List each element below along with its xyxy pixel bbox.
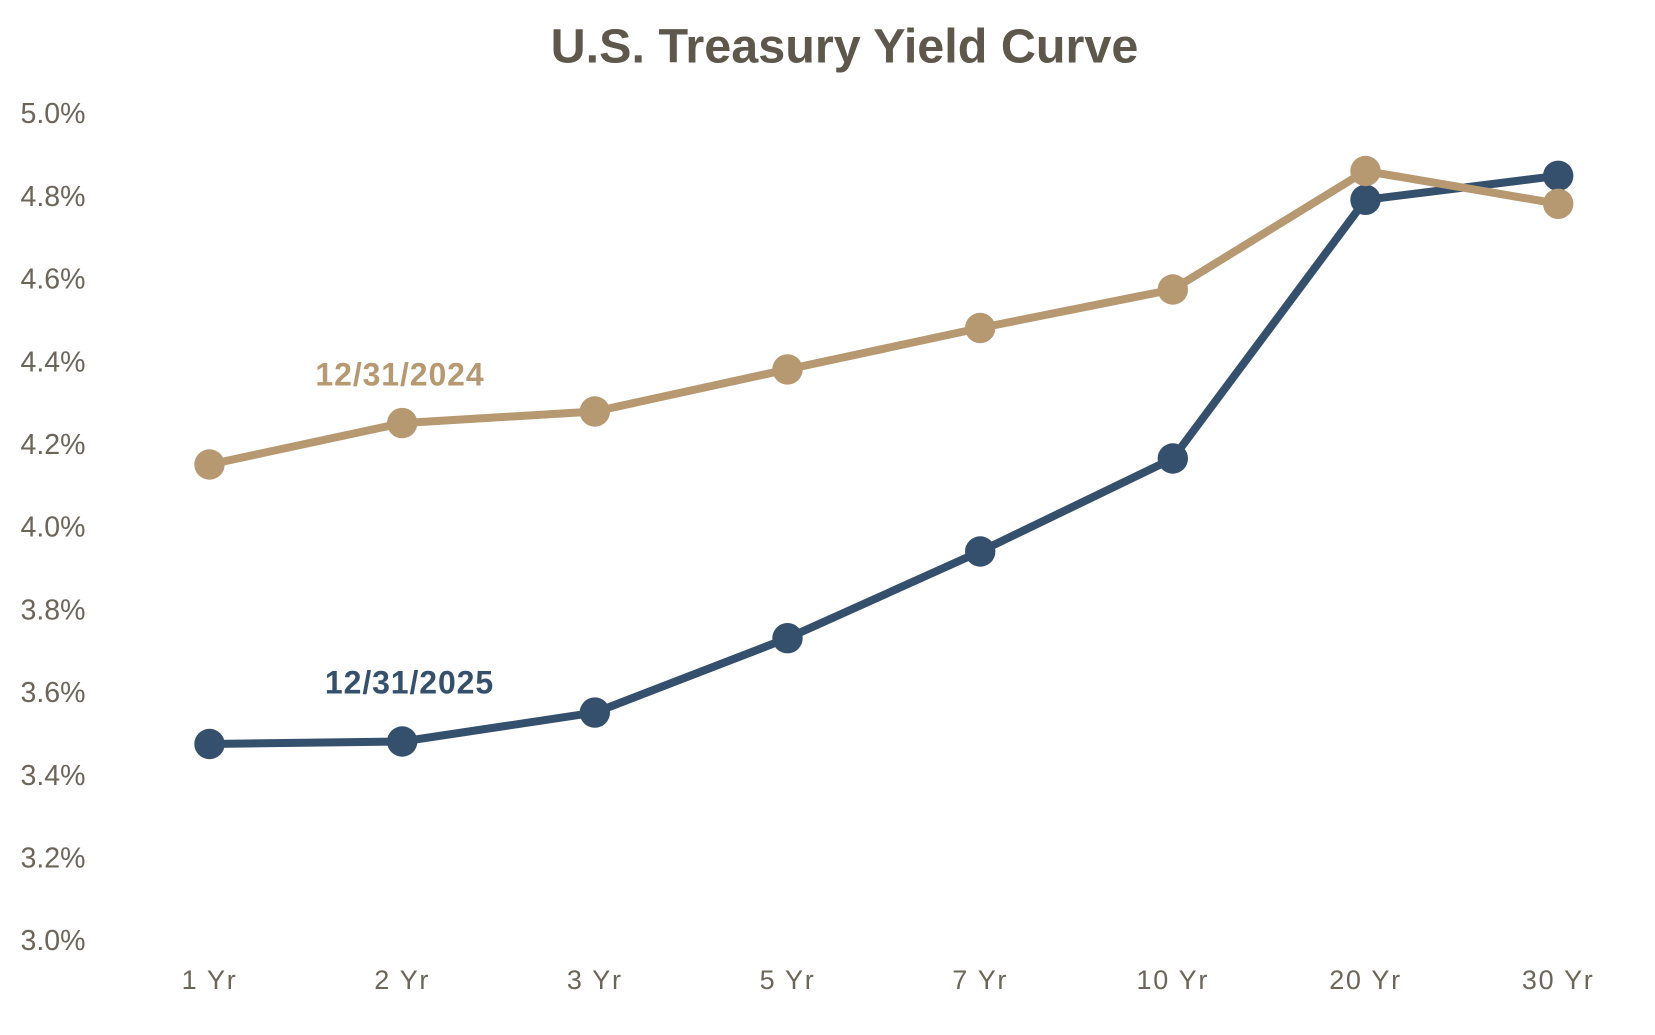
svg-text:12/31/2025: 12/31/2025 <box>325 665 494 701</box>
svg-text:1 Yr: 1 Yr <box>182 965 238 995</box>
svg-text:3.0%: 3.0% <box>21 925 86 957</box>
svg-text:4.8%: 4.8% <box>21 181 86 213</box>
svg-text:4.2%: 4.2% <box>21 429 86 461</box>
svg-text:4.4%: 4.4% <box>21 346 86 378</box>
svg-text:3.8%: 3.8% <box>21 594 86 626</box>
svg-text:2 Yr: 2 Yr <box>374 965 430 995</box>
svg-text:20 Yr: 20 Yr <box>1329 965 1402 995</box>
svg-text:7 Yr: 7 Yr <box>952 965 1008 995</box>
svg-text:12/31/2024: 12/31/2024 <box>315 357 484 393</box>
svg-text:U.S. Treasury Yield Curve: U.S. Treasury Yield Curve <box>551 20 1139 74</box>
svg-text:3 Yr: 3 Yr <box>567 965 623 995</box>
svg-text:30 Yr: 30 Yr <box>1522 965 1595 995</box>
svg-text:3.4%: 3.4% <box>21 760 86 792</box>
svg-text:3.2%: 3.2% <box>21 843 86 875</box>
svg-text:10 Yr: 10 Yr <box>1137 965 1210 995</box>
svg-text:4.6%: 4.6% <box>21 264 86 296</box>
svg-text:5 Yr: 5 Yr <box>760 965 816 995</box>
svg-text:5.0%: 5.0% <box>21 98 86 130</box>
svg-text:3.6%: 3.6% <box>21 677 86 709</box>
svg-text:4.0%: 4.0% <box>21 512 86 544</box>
